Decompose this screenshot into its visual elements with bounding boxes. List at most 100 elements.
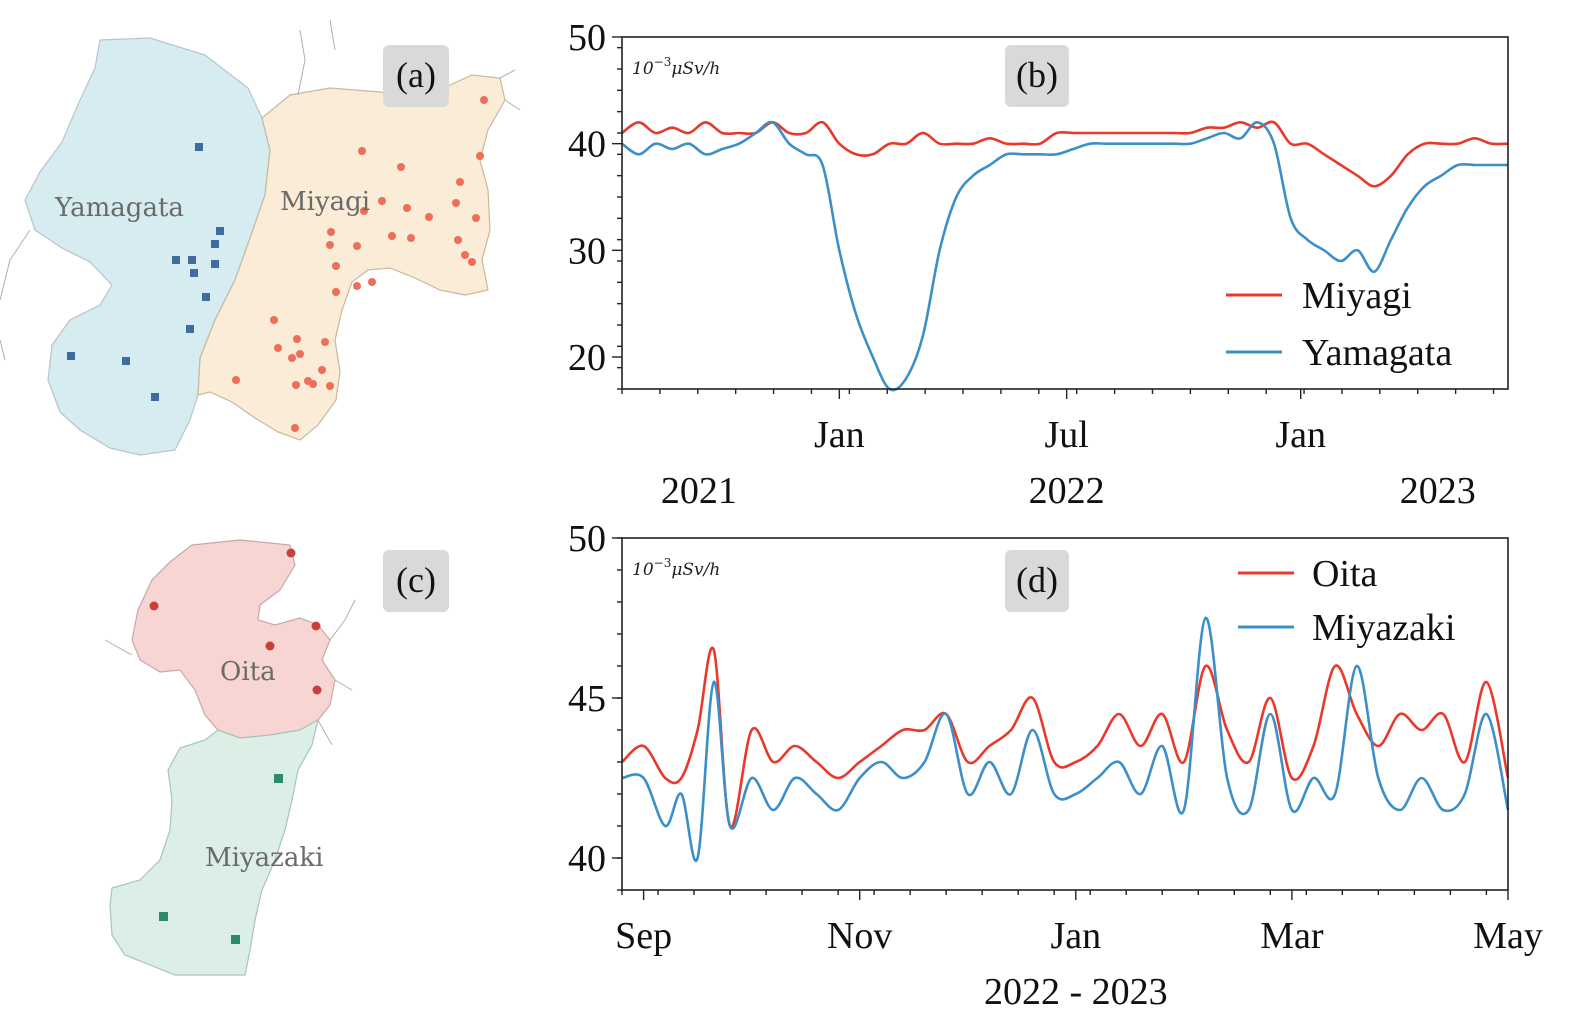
station-marker: [67, 352, 75, 360]
station-marker: [286, 548, 296, 558]
legend-label-miyagi: Miyagi: [1302, 275, 1412, 317]
chart-d-xtick-label: Sep: [615, 915, 672, 957]
series-line-oita: [621, 646, 1510, 829]
station-marker: [292, 381, 300, 389]
station-marker: [211, 240, 219, 248]
station-marker: [309, 380, 317, 388]
miyazaki-stations: [159, 774, 283, 944]
station-marker: [296, 350, 304, 358]
station-marker: [403, 204, 411, 212]
chart-b-xtick-label: Jan: [1275, 414, 1326, 456]
chart-d-unit-label: 10−3μSv/h: [632, 556, 720, 580]
panel-label-a: (a): [396, 55, 436, 95]
miyagi-stations: [232, 96, 488, 432]
station-marker: [318, 366, 326, 374]
region-label-oita: Oita: [220, 657, 276, 687]
chart-d-frame: [621, 537, 1509, 891]
station-marker: [151, 393, 159, 401]
station-marker: [172, 256, 180, 264]
oita-stations: [149, 548, 322, 695]
station-marker: [311, 621, 321, 631]
station-marker: [425, 213, 433, 221]
chart-b-unit-label: 10−3μSv/h: [632, 55, 720, 79]
map-panel-a: Yamagata Miyagi (a): [0, 19, 521, 456]
station-marker: [216, 227, 224, 235]
station-marker: [456, 178, 464, 186]
chart-d-xtick-label: Nov: [827, 915, 892, 957]
map-boundary-lines: [104, 599, 356, 746]
chart-panel-d: 40 45 50 Sep Nov Jan Mar May 2022 - 2023 10−3μSv…: [568, 518, 1543, 1013]
region-label-miyazaki: Miyazaki: [205, 843, 323, 873]
chart-b-ytick-label: 30: [568, 230, 606, 272]
map-panel-c: Oita Miyazaki (c): [104, 539, 449, 976]
chart-d-year-label: 2022 - 2023: [984, 971, 1168, 1013]
station-marker: [332, 262, 340, 270]
station-marker: [265, 641, 275, 651]
chart-b-ticks: 20 30 40 50 Jan Jul Jan 2021 2022 2023: [568, 17, 1495, 512]
chart-d-ytick-label: 50: [568, 518, 606, 560]
chart-b-year-label: 2022: [1029, 470, 1105, 512]
station-marker: [202, 293, 210, 301]
station-marker: [211, 260, 219, 268]
station-marker: [378, 197, 386, 205]
station-marker: [291, 424, 299, 432]
station-marker: [159, 912, 168, 921]
legend-label-miyazaki: Miyazaki: [1312, 607, 1456, 649]
station-marker: [368, 278, 376, 286]
station-marker: [407, 234, 415, 242]
region-label-miyagi: Miyagi: [280, 187, 370, 217]
region-label-yamagata: Yamagata: [54, 193, 184, 223]
station-marker: [149, 601, 159, 611]
chart-b-xtick-label: Jan: [814, 414, 865, 456]
series-line-miyazaki: [621, 616, 1510, 863]
map-boundary-lines: [0, 19, 521, 361]
station-marker: [454, 236, 462, 244]
station-marker: [476, 152, 484, 160]
chart-b-legend: Miyagi Yamagata: [1226, 275, 1452, 374]
region-miyazaki: [109, 718, 319, 976]
region-oita: [131, 539, 336, 739]
chart-b-ytick-label: 20: [568, 337, 606, 379]
station-marker: [472, 214, 480, 222]
chart-b-ytick-label: 50: [568, 17, 606, 59]
yamagata-stations: [67, 143, 224, 401]
station-marker: [122, 357, 130, 365]
chart-d-legend: Oita Miyazaki: [1238, 553, 1456, 649]
station-marker: [231, 935, 240, 944]
panel-label-box-a: [383, 45, 449, 107]
station-marker: [327, 228, 335, 236]
station-marker: [188, 256, 196, 264]
panel-label-box-d: [1005, 550, 1069, 612]
legend-label-oita: Oita: [1312, 553, 1378, 595]
panel-label-box-c: [383, 550, 449, 612]
chart-b-frame: [621, 36, 1509, 390]
panel-label-d: (d): [1016, 560, 1058, 600]
station-marker: [274, 344, 282, 352]
station-marker: [270, 316, 278, 324]
chart-d-xtick-label: May: [1473, 915, 1543, 957]
legend-label-yamagata: Yamagata: [1302, 332, 1452, 374]
station-marker: [358, 147, 366, 155]
chart-d-xtick-label: Mar: [1260, 915, 1324, 957]
station-marker: [312, 685, 322, 695]
station-marker: [353, 242, 361, 250]
station-marker: [353, 282, 361, 290]
panel-label-c: (c): [396, 560, 436, 600]
chart-b-series: [621, 120, 1509, 392]
station-marker: [288, 354, 296, 362]
station-marker: [452, 199, 460, 207]
station-marker: [274, 774, 283, 783]
chart-b-ytick-label: 40: [568, 124, 606, 166]
chart-d-ytick-label: 45: [568, 678, 606, 720]
station-marker: [388, 232, 396, 240]
station-marker: [397, 163, 405, 171]
station-marker: [480, 96, 488, 104]
chart-b-year-label: 2023: [1400, 470, 1476, 512]
station-marker: [186, 325, 194, 333]
chart-d-xtick-label: Jan: [1050, 915, 1101, 957]
station-marker: [332, 288, 340, 296]
station-marker: [326, 382, 334, 390]
station-marker: [326, 241, 334, 249]
